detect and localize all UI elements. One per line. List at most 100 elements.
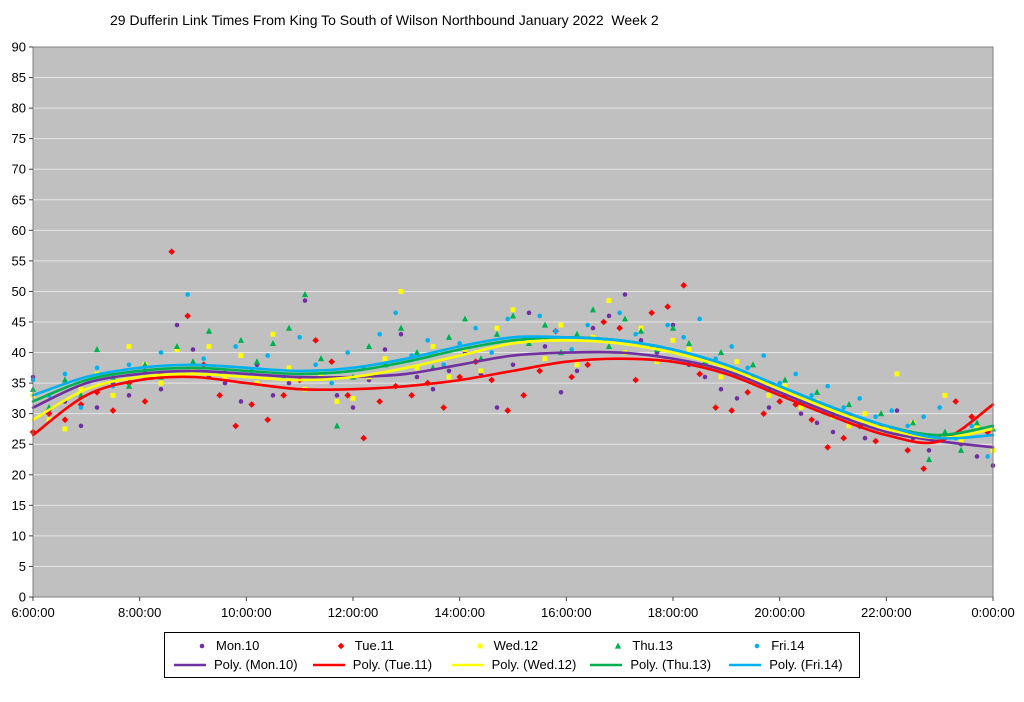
data-point bbox=[173, 342, 181, 350]
data-point bbox=[269, 339, 277, 346]
trend-line-Wed.12 bbox=[31, 339, 995, 440]
y-tick-label: 10 bbox=[12, 528, 26, 543]
data-point bbox=[189, 358, 197, 365]
y-tick-label: 60 bbox=[12, 223, 26, 238]
data-point bbox=[446, 374, 452, 380]
data-point bbox=[493, 330, 501, 337]
y-tick-label: 70 bbox=[12, 162, 26, 177]
data-point bbox=[393, 310, 398, 316]
Tue.11-marker-icon bbox=[337, 642, 345, 649]
y-tick-label: 85 bbox=[12, 70, 26, 85]
Mon.10-trend-line-icon bbox=[174, 663, 206, 666]
data-point bbox=[824, 443, 831, 451]
data-point bbox=[958, 438, 964, 444]
data-point bbox=[862, 411, 868, 417]
Thu.13-marker-icon bbox=[615, 642, 622, 649]
data-point bbox=[477, 643, 482, 648]
data-point bbox=[761, 353, 766, 358]
data-point bbox=[185, 292, 190, 297]
data-point bbox=[814, 420, 820, 426]
data-point bbox=[744, 388, 751, 396]
data-point bbox=[605, 342, 613, 350]
data-point bbox=[520, 392, 527, 399]
data-point bbox=[430, 386, 436, 392]
data-point bbox=[558, 389, 564, 395]
data-point bbox=[846, 423, 852, 429]
data-point bbox=[473, 325, 478, 331]
legend-item-Wed.12: Wed.12 bbox=[443, 638, 582, 653]
x-tick-label: 8:00:00 bbox=[118, 605, 161, 620]
legend-label: Poly. (Tue.11) bbox=[352, 657, 433, 672]
data-point bbox=[840, 434, 847, 442]
data-point bbox=[941, 428, 949, 435]
legend-row-markers: Mon.10 Tue.11 Wed.12 Thu.13 Fri.14 bbox=[165, 638, 859, 653]
data-point bbox=[808, 416, 815, 424]
data-point bbox=[782, 383, 788, 389]
x-axis: 6:00:00 8:00:00 10:00:00 12:00:00 14:00:00 16… bbox=[11, 597, 1015, 620]
data-point bbox=[510, 307, 516, 313]
data-point bbox=[696, 370, 703, 378]
data-point bbox=[93, 346, 101, 353]
data-point bbox=[766, 392, 772, 398]
data-point bbox=[670, 337, 676, 343]
data-point bbox=[158, 386, 164, 392]
data-point bbox=[734, 359, 740, 365]
data-point bbox=[793, 371, 798, 377]
data-point bbox=[606, 313, 612, 319]
data-point bbox=[968, 413, 975, 421]
data-point bbox=[686, 347, 692, 352]
y-tick-label: 0 bbox=[19, 590, 26, 605]
data-point bbox=[350, 395, 356, 401]
data-point bbox=[46, 417, 52, 423]
x-tick-label: 12:00:00 bbox=[328, 605, 379, 620]
data-point bbox=[776, 398, 783, 405]
y-tick-label: 55 bbox=[12, 253, 26, 268]
data-point bbox=[280, 392, 287, 399]
legend-item-poly-Tue.11: Poly. (Tue.11) bbox=[304, 657, 443, 672]
data-point bbox=[360, 434, 367, 442]
y-tick-label: 45 bbox=[12, 315, 26, 330]
data-point bbox=[542, 344, 548, 349]
data-point bbox=[878, 429, 884, 435]
data-point bbox=[216, 392, 223, 399]
data-point bbox=[441, 362, 446, 368]
data-point bbox=[569, 347, 574, 352]
data-point bbox=[297, 334, 302, 340]
x-tick-label: 14:00:00 bbox=[434, 605, 485, 620]
legend-label: Mon.10 bbox=[216, 638, 260, 653]
data-point bbox=[665, 322, 670, 328]
data-point bbox=[270, 393, 276, 398]
data-point bbox=[94, 405, 100, 410]
Mon.10-marker-icon bbox=[199, 643, 205, 648]
legend-row-trendlines: Poly. (Mon.10) Poly. (Tue.11) Poly. (Wed.1… bbox=[165, 657, 859, 672]
Fri.14-marker-icon bbox=[754, 643, 760, 648]
data-point bbox=[574, 362, 580, 368]
data-point bbox=[425, 338, 430, 343]
data-point bbox=[712, 404, 719, 411]
y-tick-label: 80 bbox=[12, 101, 26, 116]
legend-label: Poly. (Mon.10) bbox=[214, 657, 298, 672]
data-point bbox=[717, 349, 725, 356]
data-point bbox=[681, 334, 686, 340]
x-tick-label: 0:00:00 bbox=[971, 605, 1014, 620]
legend-label: Thu.13 bbox=[632, 638, 673, 653]
data-point bbox=[382, 347, 388, 352]
data-point bbox=[233, 344, 238, 349]
x-tick-label: 16:00:00 bbox=[541, 605, 592, 620]
data-point bbox=[553, 328, 558, 334]
data-point bbox=[457, 341, 462, 346]
data-point bbox=[925, 456, 933, 463]
data-point bbox=[377, 331, 382, 337]
legend-item-Mon.10: Mon.10 bbox=[165, 638, 304, 653]
data-point bbox=[877, 410, 885, 417]
data-point bbox=[680, 282, 687, 289]
legend-item-poly-Mon.10: Poly. (Mon.10) bbox=[165, 657, 304, 672]
data-point bbox=[754, 643, 760, 648]
data-point bbox=[728, 407, 735, 414]
data-point bbox=[702, 374, 708, 380]
data-point bbox=[253, 358, 261, 365]
data-point bbox=[542, 356, 548, 362]
data-point bbox=[889, 408, 894, 413]
data-point bbox=[461, 315, 469, 322]
chart-legend: Mon.10 Tue.11 Wed.12 Thu.13 Fri.14 Poly. (Mon… bbox=[164, 632, 860, 678]
